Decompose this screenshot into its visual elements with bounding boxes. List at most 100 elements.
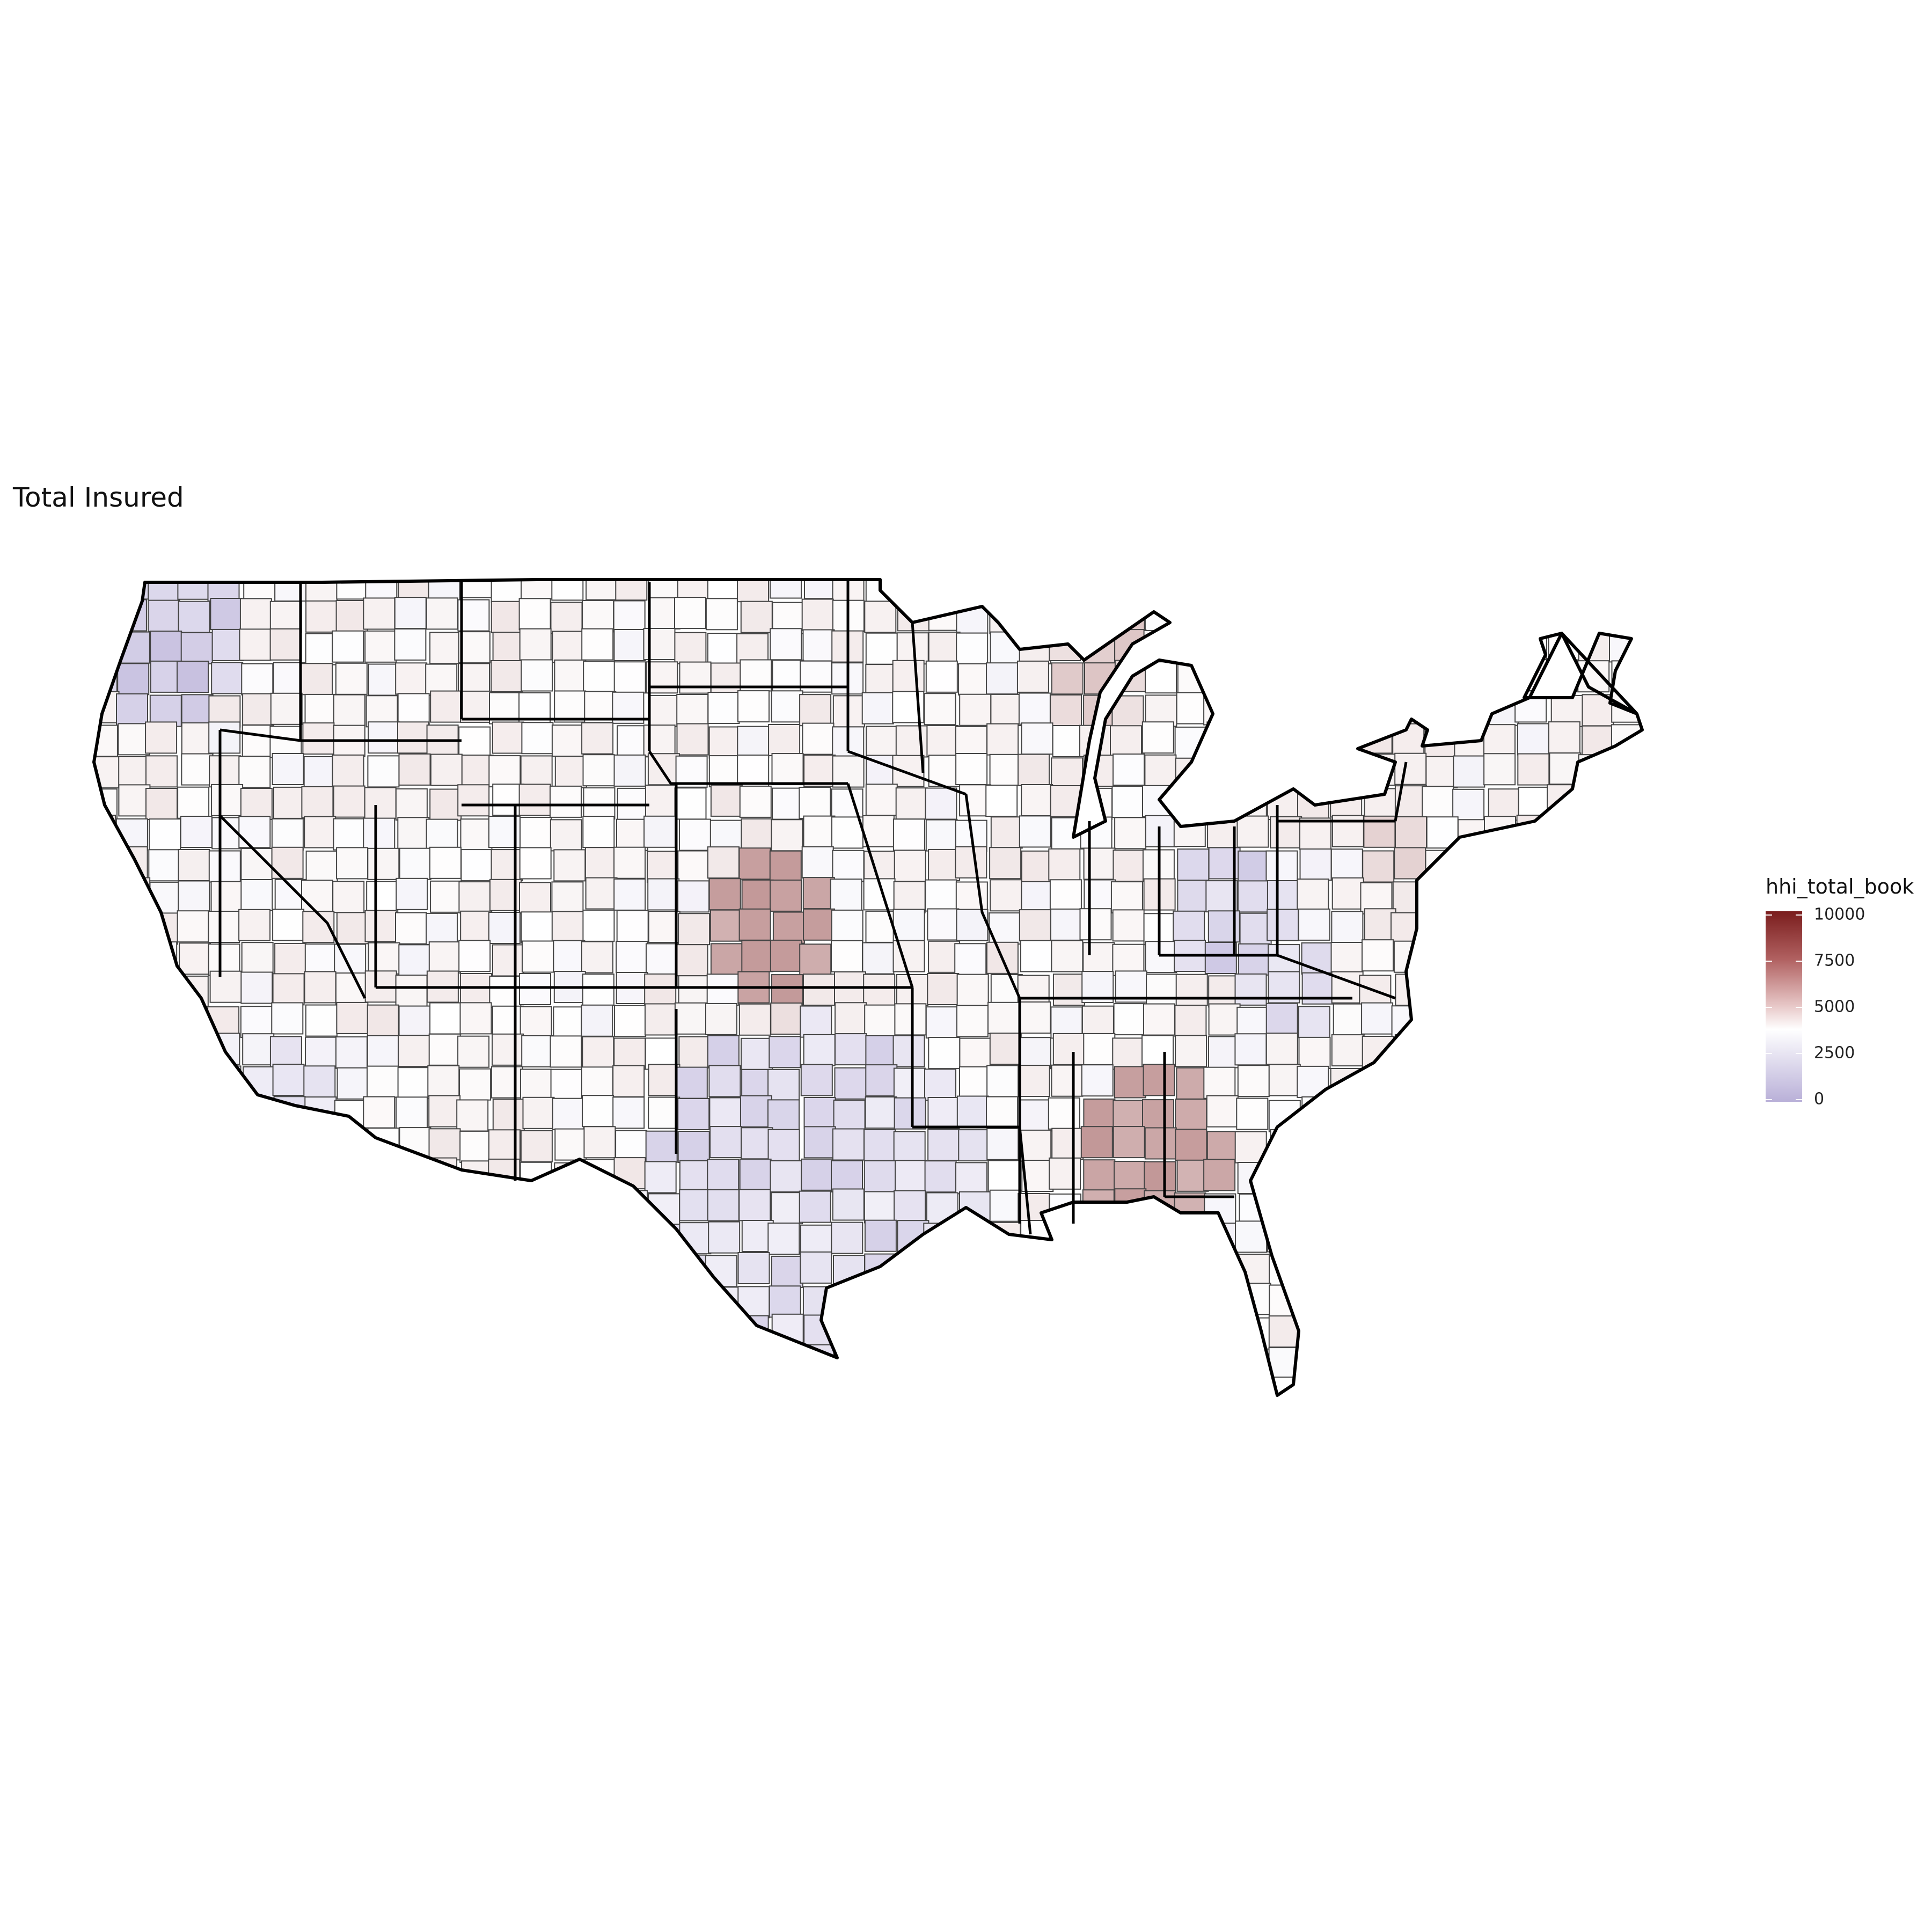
region-cell — [94, 1005, 116, 1037]
region-cell — [1454, 580, 1487, 599]
region-cell — [1333, 1315, 1365, 1348]
region-cell — [1267, 880, 1299, 912]
state-border-line — [911, 622, 925, 773]
region-cell — [180, 1221, 213, 1254]
region-cell — [1515, 1220, 1547, 1253]
region-cell — [1517, 1375, 1550, 1395]
region-cell — [1424, 630, 1457, 662]
region-cell — [1299, 630, 1332, 662]
region-cell — [1362, 1315, 1394, 1348]
region-cell — [211, 662, 244, 694]
region-cell — [1421, 1036, 1454, 1069]
region-cell — [1611, 1064, 1642, 1097]
region-cell — [1018, 753, 1050, 786]
region-cell — [1330, 942, 1363, 974]
region-cell — [1581, 1126, 1613, 1159]
region-cell — [648, 911, 680, 943]
region-cell — [956, 1095, 989, 1128]
region-cell — [1362, 1067, 1395, 1100]
region-cell — [771, 819, 803, 852]
region-cell — [210, 881, 243, 913]
region-cell — [1360, 659, 1393, 692]
region-cell — [1176, 1159, 1209, 1192]
region-cell — [616, 818, 648, 851]
region-cell — [616, 910, 649, 942]
region-cell — [116, 693, 148, 726]
region-cell — [956, 974, 989, 1006]
region-cell — [150, 1316, 182, 1348]
region-cell — [1548, 912, 1581, 945]
region-cell — [554, 756, 587, 788]
region-cell — [1112, 909, 1145, 942]
region-cell — [305, 1004, 338, 1037]
region-cell — [1331, 911, 1364, 943]
region-cell — [429, 1315, 462, 1348]
region-cell — [272, 909, 305, 941]
region-cell — [1018, 580, 1050, 603]
region-cell — [1577, 817, 1609, 850]
region-cell — [770, 1160, 802, 1192]
region-cell — [1298, 1344, 1330, 1377]
region-cell — [892, 909, 925, 941]
region-cell — [551, 580, 584, 601]
region-cell — [521, 722, 554, 755]
region-cell — [1049, 879, 1082, 912]
region-cell — [518, 784, 551, 816]
region-cell — [492, 1191, 524, 1224]
region-cell — [1392, 881, 1425, 914]
region-cell — [959, 693, 992, 726]
region-cell — [1083, 1098, 1116, 1131]
region-cell — [428, 941, 461, 974]
region-cell — [1392, 1222, 1424, 1255]
region-cell — [862, 942, 895, 975]
region-cell — [675, 1066, 708, 1099]
region-cell — [1079, 1379, 1112, 1395]
region-cell — [1457, 941, 1490, 974]
region-cell — [1204, 1283, 1237, 1316]
region-cell — [521, 1285, 554, 1318]
region-cell — [1021, 1316, 1054, 1349]
region-cell — [1640, 580, 1642, 602]
region-cell — [147, 1378, 180, 1395]
region-cell — [1612, 909, 1642, 941]
region-cell — [1299, 848, 1332, 881]
region-cell — [1488, 1126, 1521, 1159]
region-cell — [676, 1377, 709, 1395]
region-cell — [553, 1006, 586, 1039]
region-cell — [769, 1378, 801, 1395]
region-cell — [768, 724, 801, 756]
region-cell — [1268, 1064, 1301, 1096]
region-cell — [488, 1344, 521, 1377]
region-cell — [212, 1349, 245, 1381]
region-cell — [926, 1192, 958, 1225]
region-cell — [1452, 691, 1485, 723]
region-cell — [119, 1193, 151, 1226]
region-cell — [1049, 1223, 1081, 1255]
region-cell — [1424, 1160, 1457, 1193]
region-cell — [1331, 1285, 1364, 1318]
region-cell — [1613, 786, 1642, 818]
region-cell — [583, 1126, 616, 1159]
region-cell — [332, 881, 365, 913]
region-cell — [302, 722, 335, 755]
region-cell — [456, 1250, 489, 1283]
region-cell — [1143, 1003, 1175, 1036]
region-cell — [94, 941, 115, 974]
region-cell — [678, 975, 711, 1008]
region-cell — [1361, 1251, 1394, 1284]
region-cell — [368, 663, 400, 696]
region-cell — [333, 1285, 366, 1318]
region-cell — [866, 726, 898, 758]
region-cell — [738, 1189, 771, 1221]
region-cell — [1020, 1254, 1052, 1287]
region-cell — [772, 911, 805, 944]
region-cell — [987, 1160, 1020, 1192]
region-cell — [304, 816, 336, 848]
region-cell — [1051, 757, 1084, 790]
region-cell — [674, 787, 707, 820]
region-cell — [1452, 1126, 1485, 1159]
region-cell — [863, 974, 896, 1006]
region-cell — [1643, 1036, 1674, 1067]
region-cell — [428, 1095, 461, 1128]
region-cell — [581, 1252, 613, 1285]
